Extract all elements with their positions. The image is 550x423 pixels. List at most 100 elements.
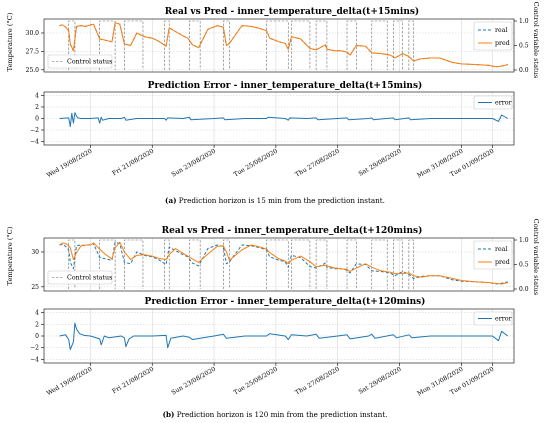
control-interval-10 [371, 20, 388, 70]
date-tick-label-3: Tue 25/08/2020 [233, 148, 279, 179]
grid-bottom-b [44, 309, 514, 363]
legend-label-control-a: Control status [67, 59, 112, 66]
caption-b-tag: (b) [163, 410, 175, 419]
y-tick-label-3: −2 [30, 345, 39, 352]
date-tick-label-0: Wed 19/08/2020 [46, 366, 94, 398]
legend-control-box-b [47, 270, 113, 285]
legend-label-real-b: real [495, 246, 508, 253]
control-interval-6 [266, 239, 289, 289]
control-interval-7 [291, 239, 311, 289]
y-tick-label-2: 0 [35, 333, 39, 340]
plot-frame-b-top [43, 237, 515, 292]
control-interval-5 [223, 20, 230, 70]
y-tick-label-0: 4 [35, 310, 39, 317]
control-interval-0 [68, 20, 76, 70]
series-real-line [59, 241, 508, 285]
date-tick-label-2: Sun 23/08/2020 [170, 148, 217, 179]
chart-title-a-top: Real vs Pred - inner_temperature_delta(t… [165, 6, 419, 17]
grid-top-b [44, 238, 514, 291]
control-interval-12 [408, 239, 414, 289]
control-interval-9 [346, 20, 357, 70]
legend-label-error-a: error [495, 100, 513, 107]
chart-title-a-bottom: Prediction Error - inner_temperature_del… [148, 80, 423, 91]
y-tick-label-0: 4 [35, 92, 39, 99]
date-tick-label-1: Fri 21/08/2020 [111, 366, 155, 396]
y2-axis-label-b: Control variable status [532, 219, 540, 296]
y-ticks-b-top: 30 25 [31, 249, 44, 291]
y2-axis-label-a: Control variable status [532, 2, 540, 79]
series-lines-b [59, 241, 508, 285]
control-interval-11 [393, 20, 403, 70]
control-interval-6 [266, 20, 289, 70]
y-tick-label-0: 30 [31, 249, 39, 256]
date-tick-label-0: Wed 19/08/2020 [46, 148, 94, 180]
y-tick-label-3: −2 [30, 127, 39, 134]
control-interval-11 [393, 239, 403, 289]
control-interval-7 [291, 20, 311, 70]
control-interval-2 [124, 20, 144, 70]
legend-control-box-a [47, 54, 113, 69]
y-ticks-a-top: 30.0 27.5 25.0 [26, 30, 44, 74]
date-axis-a: Wed 19/08/2020 Fri 21/08/2020 Sun 23/08/20… [46, 145, 495, 180]
legend-box-a-bottom [473, 95, 513, 110]
date-tick-label-5: Sat 29/08/2020 [357, 366, 402, 396]
series-lines-a [59, 22, 508, 68]
series-pred-line [59, 22, 508, 68]
y2-tick-label-2: 0.0 [519, 286, 529, 293]
y-tick-label-1: 25 [31, 284, 39, 291]
caption-b: (b) Prediction horizon is 120 min from t… [163, 410, 388, 419]
legend-label-control-b: Control status [67, 275, 112, 282]
control-interval-0 [68, 239, 76, 289]
control-interval-5 [223, 239, 230, 289]
legend-a-bottom: error [473, 95, 513, 110]
y-ticks-b-bottom: 4 2 0 −2 −4 [30, 310, 44, 363]
chart-title-b-bottom: Prediction Error - inner_temperature_del… [145, 296, 426, 307]
control-interval-9 [346, 239, 357, 289]
legend-b-bottom: error [473, 311, 513, 326]
control-interval-10 [371, 239, 388, 289]
date-tick-label-4: Thu 27/08/2020 [294, 366, 341, 397]
control-interval-2 [124, 239, 144, 289]
y2-tick-label-1: 0.5 [519, 262, 529, 269]
date-tick-label-5: Sat 29/08/2020 [357, 148, 402, 178]
series-error-line [59, 112, 509, 128]
control-interval-4 [189, 239, 201, 289]
error-line-a [59, 112, 509, 128]
y2-ticks-b: 1.0 0.5 0.0 [514, 237, 529, 293]
y-tick-label-2: 25.0 [26, 67, 40, 74]
y-ticks-a-bottom: 4 2 0 −2 −4 [30, 92, 44, 146]
control-interval-12 [408, 20, 414, 70]
legend-label-pred-b: pred [495, 259, 510, 266]
control-interval-1 [99, 20, 116, 70]
y-tick-label-1: 27.5 [26, 48, 40, 55]
date-axis-b: Wed 19/08/2020 Fri 21/08/2020 Sun 23/08/20… [46, 363, 495, 398]
control-interval-1 [99, 239, 116, 289]
legend-box-b-bottom [473, 311, 513, 326]
caption-b-text: Prediction horizon is 120 min from the p… [174, 410, 387, 419]
y-axis-label-a: Temperature (°C) [6, 12, 14, 71]
date-tick-label-1: Fri 21/08/2020 [111, 148, 155, 178]
date-tick-label-4: Thu 27/08/2020 [294, 148, 341, 179]
y-tick-label-4: −4 [30, 356, 39, 363]
y-axis-label-b: Temperature (°C) [6, 226, 14, 285]
caption-a-tag: (a) [165, 196, 176, 205]
y2-ticks-a: 1.0 0.5 0.0 [514, 18, 529, 74]
y-tick-label-2: 0 [35, 116, 39, 123]
y2-tick-label-2: 0.0 [519, 67, 529, 74]
legend-label-pred: pred [495, 40, 510, 47]
control-interval-3 [164, 239, 170, 289]
y-tick-label-4: −4 [30, 139, 39, 146]
legend-control-b: Control status [47, 270, 113, 285]
caption-a-text: Prediction horizon is 15 min from the pr… [177, 196, 385, 205]
legend-label-error-b: error [495, 316, 513, 323]
y2-tick-label-0: 1.0 [519, 237, 529, 244]
control-interval-8 [315, 239, 328, 289]
y2-tick-label-0: 1.0 [519, 18, 529, 25]
y-tick-label-1: 2 [35, 104, 39, 111]
caption-a: (a) Prediction horizon is 15 min from th… [165, 196, 385, 205]
legend-control-a: Control status [47, 54, 113, 69]
legend-a-top: real pred [473, 21, 513, 51]
y2-tick-label-1: 0.5 [519, 43, 529, 50]
control-interval-8 [315, 20, 328, 70]
